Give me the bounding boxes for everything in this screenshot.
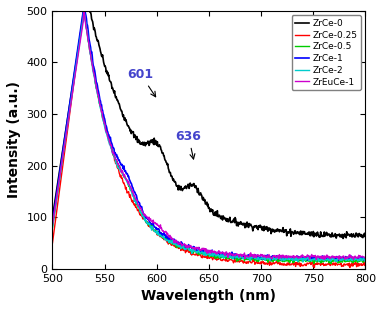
ZrEuCe-1: [343, 256, 347, 260]
ZrEuCe-1: [351, 258, 356, 261]
ZrCe-2: [363, 257, 368, 261]
ZrCe-2: [109, 147, 114, 150]
ZrCe-2: [82, 6, 86, 10]
ZrCe-2: [70, 90, 75, 94]
ZrCe-1: [82, 0, 86, 2]
Y-axis label: Intensity (a.u.): Intensity (a.u.): [7, 81, 21, 198]
ZrCe-2: [50, 226, 55, 229]
Legend: ZrCe-0, ZrCe-0.25, ZrCe-0.5, ZrCe-1, ZrCe-2, ZrEuCe-1: ZrCe-0, ZrCe-0.25, ZrCe-0.5, ZrCe-1, ZrC…: [291, 16, 361, 90]
ZrCe-0: [354, 233, 359, 237]
Line: ZrCe-0: ZrCe-0: [52, 0, 365, 238]
Line: ZrCe-0.5: ZrCe-0.5: [52, 8, 365, 264]
ZrCe-0.25: [347, 266, 352, 269]
ZrCe-1: [363, 255, 368, 259]
ZrCe-2: [344, 258, 348, 262]
ZrCe-0.5: [50, 226, 55, 229]
ZrCe-0: [50, 215, 55, 219]
ZrCe-0.25: [343, 263, 347, 267]
ZrCe-1: [354, 256, 358, 259]
X-axis label: Wavelength (nm): Wavelength (nm): [141, 289, 277, 303]
ZrCe-0: [70, 86, 75, 90]
ZrCe-0.25: [354, 265, 359, 268]
ZrCe-0.5: [363, 260, 368, 264]
ZrCe-0: [363, 234, 368, 238]
Line: ZrCe-0.25: ZrCe-0.25: [52, 9, 365, 268]
ZrCe-2: [301, 260, 305, 264]
Text: 601: 601: [128, 68, 155, 97]
Text: 636: 636: [175, 130, 201, 159]
ZrCe-0.25: [154, 231, 159, 234]
ZrCe-0.25: [50, 241, 55, 245]
ZrEuCe-1: [82, 10, 86, 13]
ZrEuCe-1: [50, 223, 55, 227]
ZrEuCe-1: [300, 253, 304, 257]
Line: ZrCe-2: ZrCe-2: [52, 8, 365, 262]
ZrCe-0.25: [363, 263, 368, 266]
ZrCe-0: [154, 140, 159, 144]
ZrCe-0.5: [300, 258, 304, 262]
ZrCe-0.5: [70, 90, 75, 93]
ZrEuCe-1: [354, 256, 359, 260]
ZrCe-0.25: [70, 92, 75, 96]
ZrCe-0.25: [300, 264, 304, 267]
ZrCe-0: [341, 237, 345, 240]
ZrCe-1: [362, 259, 367, 262]
Line: ZrEuCe-1: ZrEuCe-1: [52, 11, 365, 259]
ZrCe-1: [70, 84, 75, 88]
ZrCe-2: [154, 230, 159, 233]
ZrEuCe-1: [109, 144, 114, 148]
ZrCe-0.25: [82, 7, 86, 11]
ZrCe-0.25: [109, 146, 114, 150]
ZrCe-1: [300, 257, 304, 261]
ZrEuCe-1: [154, 223, 159, 226]
ZrCe-0.5: [109, 147, 114, 150]
ZrCe-0.5: [82, 7, 86, 10]
ZrCe-0: [344, 234, 348, 238]
ZrEuCe-1: [70, 92, 75, 95]
ZrCe-0.5: [354, 257, 359, 261]
ZrCe-2: [300, 257, 304, 261]
ZrCe-0: [109, 82, 114, 86]
ZrEuCe-1: [363, 256, 368, 260]
ZrCe-1: [109, 141, 114, 144]
ZrCe-0.5: [344, 259, 348, 263]
ZrCe-1: [154, 227, 159, 231]
ZrCe-1: [343, 256, 347, 260]
ZrCe-0: [300, 233, 304, 237]
ZrCe-0.5: [329, 262, 333, 265]
ZrCe-0.5: [154, 229, 159, 233]
ZrCe-2: [354, 257, 359, 261]
Line: ZrCe-1: ZrCe-1: [52, 0, 365, 260]
ZrCe-1: [50, 220, 55, 224]
